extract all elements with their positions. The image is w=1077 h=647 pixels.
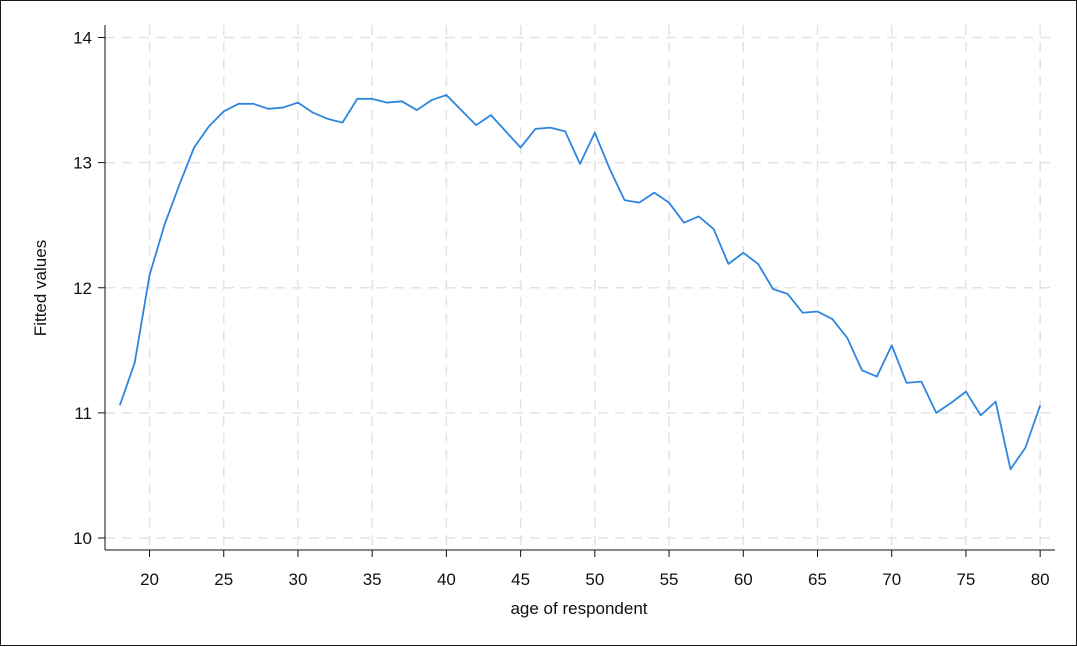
y-axis-title: Fitted values — [31, 240, 50, 336]
x-tick-label: 65 — [808, 570, 827, 589]
series-group — [118, 94, 1042, 471]
y-tick-label: 11 — [74, 404, 92, 423]
y-tick-label: 10 — [73, 529, 92, 548]
x-tick-label: 20 — [140, 570, 159, 589]
x-tick-label: 40 — [437, 570, 456, 589]
y-tick-label: 14 — [73, 29, 92, 48]
x-tick-label: 50 — [585, 570, 604, 589]
x-tick-label: 60 — [734, 570, 753, 589]
x-tick-label: 55 — [660, 570, 679, 589]
gridlines — [105, 25, 1055, 550]
x-tick-label: 75 — [956, 570, 975, 589]
x-tick-label: 35 — [363, 570, 382, 589]
y-tick-label: 12 — [73, 279, 92, 298]
axes: 10 11 12 13 14 20 25 30 35 40 45 50 55 60 65 70 75 80 — [73, 25, 1055, 589]
x-tick-label: 25 — [214, 570, 233, 589]
series-line — [118, 94, 1042, 471]
y-tick-label: 13 — [73, 154, 92, 173]
x-tick-label: 30 — [289, 570, 308, 589]
x-axis-title: age of respondent — [510, 599, 647, 618]
x-tick-label: 70 — [882, 570, 901, 589]
x-tick-label: 45 — [511, 570, 530, 589]
x-tick-label: 80 — [1031, 570, 1050, 589]
